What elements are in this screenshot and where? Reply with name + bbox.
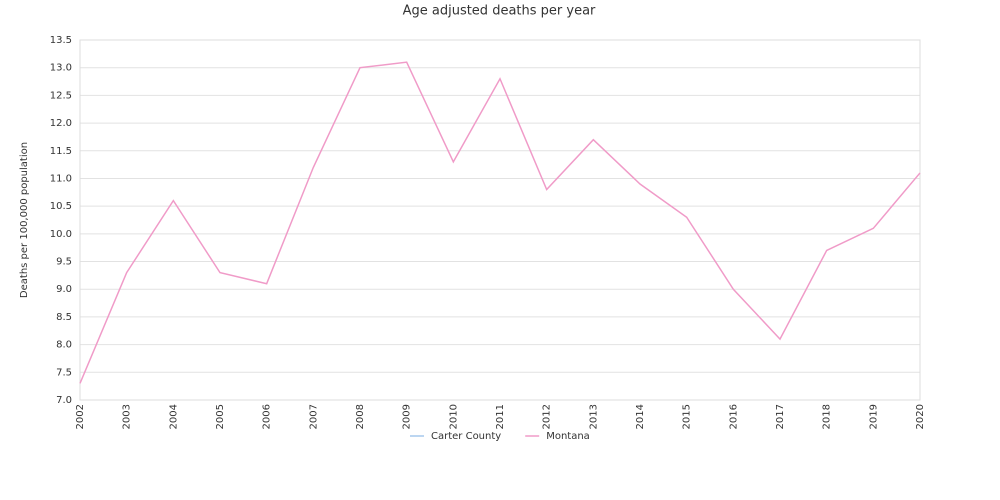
x-tick-label: 2011 [495,404,506,429]
x-tick-label: 2004 [168,404,179,429]
x-tick-label: 2019 [868,404,879,429]
y-tick-label: 12.5 [50,90,72,101]
y-tick-label: 12.0 [50,118,72,129]
y-axis-title: Deaths per 100,000 population [19,142,30,298]
y-tick-label: 11.0 [50,173,72,184]
series-line [79,61,921,384]
y-tick-label: 13.0 [50,63,72,74]
x-tick-label: 2014 [635,404,646,429]
y-tick-label: 11.5 [50,146,72,157]
x-tick-label: 2015 [682,404,693,429]
y-tick-label: 7.5 [56,367,72,378]
x-tick-label: 2020 [915,404,926,429]
x-tick-label: 2005 [215,404,226,429]
legend-label: Carter County [431,431,501,442]
y-tick-label: 10.5 [50,201,72,212]
chart-title: Age adjusted deaths per year [403,4,596,19]
x-tick-label: 2013 [588,404,599,429]
legend-label: Montana [546,431,590,442]
x-tick-label: 2010 [448,404,459,429]
y-tick-label: 10.0 [50,229,72,240]
x-tick-label: 2012 [542,404,553,429]
x-tick-label: 2016 [728,404,739,429]
x-tick-label: 2017 [775,404,786,429]
x-tick-label: 2002 [75,404,86,429]
y-tick-label: 9.0 [56,284,72,295]
x-tick-label: 2007 [308,404,319,429]
y-tick-label: 8.0 [56,340,72,351]
x-tick-label: 2006 [262,404,273,429]
x-tick-label: 2009 [402,404,413,429]
y-tick-label: 7.0 [56,395,72,406]
y-tick-label: 8.5 [56,312,72,323]
plot-frame [79,39,921,401]
x-tick-label: 2008 [355,404,366,429]
y-tick-label: 13.5 [50,35,72,46]
y-tick-label: 9.5 [56,257,72,268]
x-tick-label: 2003 [122,404,133,429]
x-tick-label: 2018 [822,404,833,429]
